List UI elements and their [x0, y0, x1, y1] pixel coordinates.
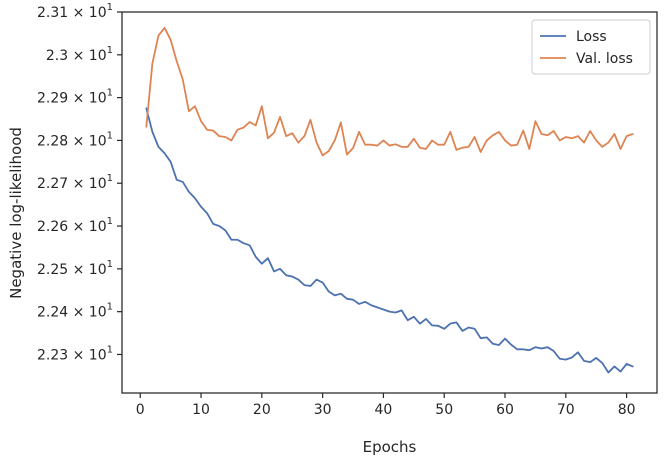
series-lines: [145, 26, 634, 374]
y-tick-mantissa: 2.24: [37, 305, 68, 321]
y-tick-base: 10: [89, 91, 107, 107]
y-tick-label: 2.3 × 101: [46, 45, 113, 64]
y-tick-label: 2.24 × 101: [37, 302, 113, 321]
y-tick-label: 2.28 × 101: [37, 130, 113, 149]
x-tick-label: 40: [375, 402, 393, 418]
y-tick-mantissa: 2.31: [37, 5, 68, 21]
legend-label: Val. loss: [576, 51, 633, 67]
y-axis-label: Negative log-likelihood: [7, 127, 25, 299]
y-tick-base: 10: [89, 133, 107, 149]
x-tick-label: 80: [618, 402, 636, 418]
y-tick-base: 10: [89, 305, 107, 321]
x-tick-label: 50: [435, 402, 453, 418]
x-axis-label: Epochs: [363, 438, 417, 456]
y-tick-base: 10: [89, 176, 107, 192]
legend-label: Loss: [576, 29, 607, 45]
y-tick-times: ×: [68, 48, 89, 64]
series-line-val-loss: [145, 26, 634, 157]
y-tick-mantissa: 2.26: [37, 219, 68, 235]
y-tick-mantissa: 2.27: [37, 176, 68, 192]
y-tick-mantissa: 2.3: [46, 48, 68, 64]
y-tick-exponent: 1: [107, 45, 113, 56]
y-tick-base: 10: [89, 347, 107, 363]
y-tick-mantissa: 2.28: [37, 133, 68, 149]
y-tick-base: 10: [89, 48, 107, 64]
y-tick-mantissa: 2.29: [37, 91, 68, 107]
y-tick-mantissa: 2.23: [37, 347, 68, 363]
x-tick-label: 20: [253, 402, 271, 418]
y-tick-exponent: 1: [107, 2, 113, 13]
y-tick-exponent: 1: [107, 302, 113, 313]
x-tick-label: 70: [557, 402, 575, 418]
y-tick-exponent: 1: [107, 344, 113, 355]
legend-box: [531, 19, 651, 75]
y-tick-exponent: 1: [107, 88, 113, 99]
y-tick-exponent: 1: [107, 130, 113, 141]
x-tick-label: 30: [314, 402, 332, 418]
y-tick-label: 2.25 × 101: [37, 259, 113, 278]
y-tick-label: 2.31 × 101: [37, 2, 113, 21]
y-tick-label: 2.29 × 101: [37, 88, 113, 107]
y-tick-exponent: 1: [107, 173, 113, 184]
x-tick-label: 60: [496, 402, 514, 418]
series-line-loss: [145, 107, 634, 374]
y-tick-label: 2.23 × 101: [37, 344, 113, 363]
x-axis-ticks: 0 10 20 30 40 50 60 70 80: [136, 393, 636, 418]
y-tick-times: ×: [68, 347, 89, 363]
y-tick-times: ×: [68, 262, 89, 278]
y-tick-exponent: 1: [107, 259, 113, 270]
y-tick-times: ×: [68, 305, 89, 321]
legend: Loss Val. loss: [531, 19, 651, 75]
y-tick-label: 2.27 × 101: [37, 173, 113, 192]
y-tick-base: 10: [89, 5, 107, 21]
y-tick-mantissa: 2.25: [37, 262, 68, 278]
y-tick-times: ×: [68, 133, 89, 149]
y-tick-times: ×: [68, 219, 89, 235]
x-tick-label: 10: [192, 402, 210, 418]
y-tick-times: ×: [68, 5, 89, 21]
y-tick-exponent: 1: [107, 216, 113, 227]
plot-frame: [121, 11, 658, 394]
y-tick-base: 10: [89, 262, 107, 278]
y-tick-label: 2.26 × 101: [37, 216, 113, 235]
y-tick-base: 10: [89, 219, 107, 235]
y-tick-times: ×: [68, 91, 89, 107]
x-tick-label: 0: [136, 402, 145, 418]
y-tick-times: ×: [68, 176, 89, 192]
